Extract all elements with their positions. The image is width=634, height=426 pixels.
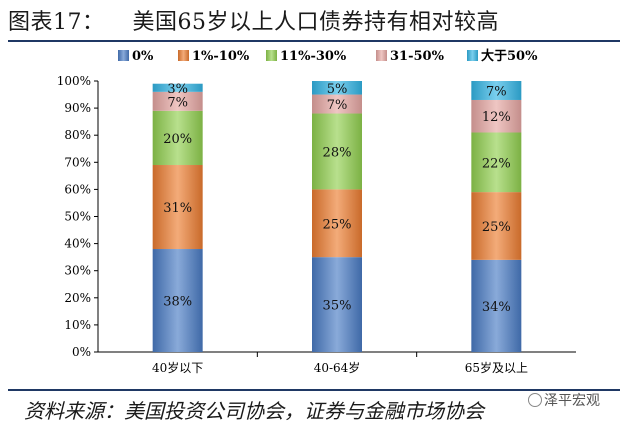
bar-segment-11pct-30pct [312, 113, 362, 190]
stacked-bar-chart: 0% 1%-10% 11%-30% 31-50% 大于50% 0% 10% 20% 30% 40… [57, 48, 576, 375]
watermark: 泽平宏观 [528, 390, 600, 410]
bar-segment-0pct [312, 257, 362, 352]
data-label: 7% [486, 84, 507, 99]
figure-number: 图表17： [8, 10, 105, 35]
bar-segment-1pct-10pct [152, 165, 203, 250]
bar-segment-11pct-30pct [471, 132, 522, 193]
bar-segment-31-50pct [152, 91, 203, 111]
chart-axes: 0% 10% 20% 30% 40% 50% 60% 70% 80% 90% 100% 40岁以下 40… [57, 74, 576, 375]
legend-swatch-31-50pct [376, 50, 387, 61]
y-tick-label: 100% [57, 74, 91, 88]
bar-segment-50pct [312, 81, 362, 95]
x-tick-label: 40岁以下 [152, 360, 203, 375]
data-label: 25% [323, 217, 352, 232]
bar-segment-0pct [152, 249, 203, 352]
data-label: 20% [163, 132, 192, 147]
bar-segment-31-50pct [312, 94, 362, 114]
legend-swatch-50pct [467, 50, 478, 61]
y-tick-label: 90% [64, 101, 91, 115]
data-label: 25% [482, 220, 511, 235]
source-divider [8, 389, 620, 391]
legend-swatch-1pct-10pct [178, 50, 189, 61]
data-label: 31% [163, 201, 192, 216]
x-tick-label: 40-64岁 [314, 360, 361, 375]
legend-label-1pct-10pct: 1%-10% [192, 49, 250, 64]
data-label: 38% [163, 295, 192, 310]
title-divider [8, 40, 620, 42]
legend-label-50pct: 大于50% [481, 48, 538, 64]
y-tick-label: 60% [64, 182, 91, 196]
legend-swatch-11pct-30pct [266, 50, 277, 61]
legend-label-11pct-30pct: 11%-30% [280, 49, 347, 64]
chart-bars: 38%31%20%7%3%35%25%28%7%5%34%25%22%12%7% [152, 81, 522, 352]
watermark-text: 泽平宏观 [544, 393, 600, 409]
bar-segment-50pct [471, 81, 522, 100]
legend-label-0pct: 0% [132, 49, 154, 64]
bar-segment-11pct-30pct [152, 110, 203, 166]
bar-segment-1pct-10pct [471, 192, 522, 260]
data-label: 34% [482, 300, 511, 315]
bar-segment-50pct [152, 83, 203, 92]
data-label: 7% [327, 98, 348, 113]
legend-swatch-0pct [118, 50, 129, 61]
y-tick-label: 0% [72, 345, 91, 359]
data-label: 12% [482, 110, 511, 125]
data-label: 5% [327, 82, 348, 97]
y-tick-label: 40% [64, 237, 91, 251]
legend-label-31-50pct: 31-50% [390, 49, 445, 64]
figure-title-text: 美国65岁以上人口债券持有相对较高 [132, 10, 499, 35]
source-note: 资料来源：美国投资公司协会，证券与金融市场协会 [24, 399, 484, 423]
data-label: 35% [323, 299, 352, 314]
bar-segment-1pct-10pct [312, 189, 362, 258]
y-tick-label: 10% [64, 318, 91, 332]
y-tick-label: 20% [64, 291, 91, 305]
y-tick-label: 50% [64, 210, 91, 224]
data-label: 28% [323, 145, 352, 160]
bar-segment-0pct [471, 259, 522, 352]
bar-segment-31-50pct [471, 99, 522, 133]
figure-title: 图表17： 美国65岁以上人口债券持有相对较高 [8, 4, 499, 36]
y-tick-label: 30% [64, 264, 91, 278]
wechat-icon [528, 393, 542, 407]
x-tick-label: 65岁及以上 [465, 360, 528, 375]
data-label: 7% [167, 95, 188, 110]
data-label: 3% [167, 82, 188, 97]
y-tick-label: 80% [64, 128, 91, 142]
data-label: 22% [482, 156, 511, 171]
chart-legend: 0% 1%-10% 11%-30% 31-50% 大于50% [118, 48, 538, 64]
y-tick-label: 70% [64, 155, 91, 169]
